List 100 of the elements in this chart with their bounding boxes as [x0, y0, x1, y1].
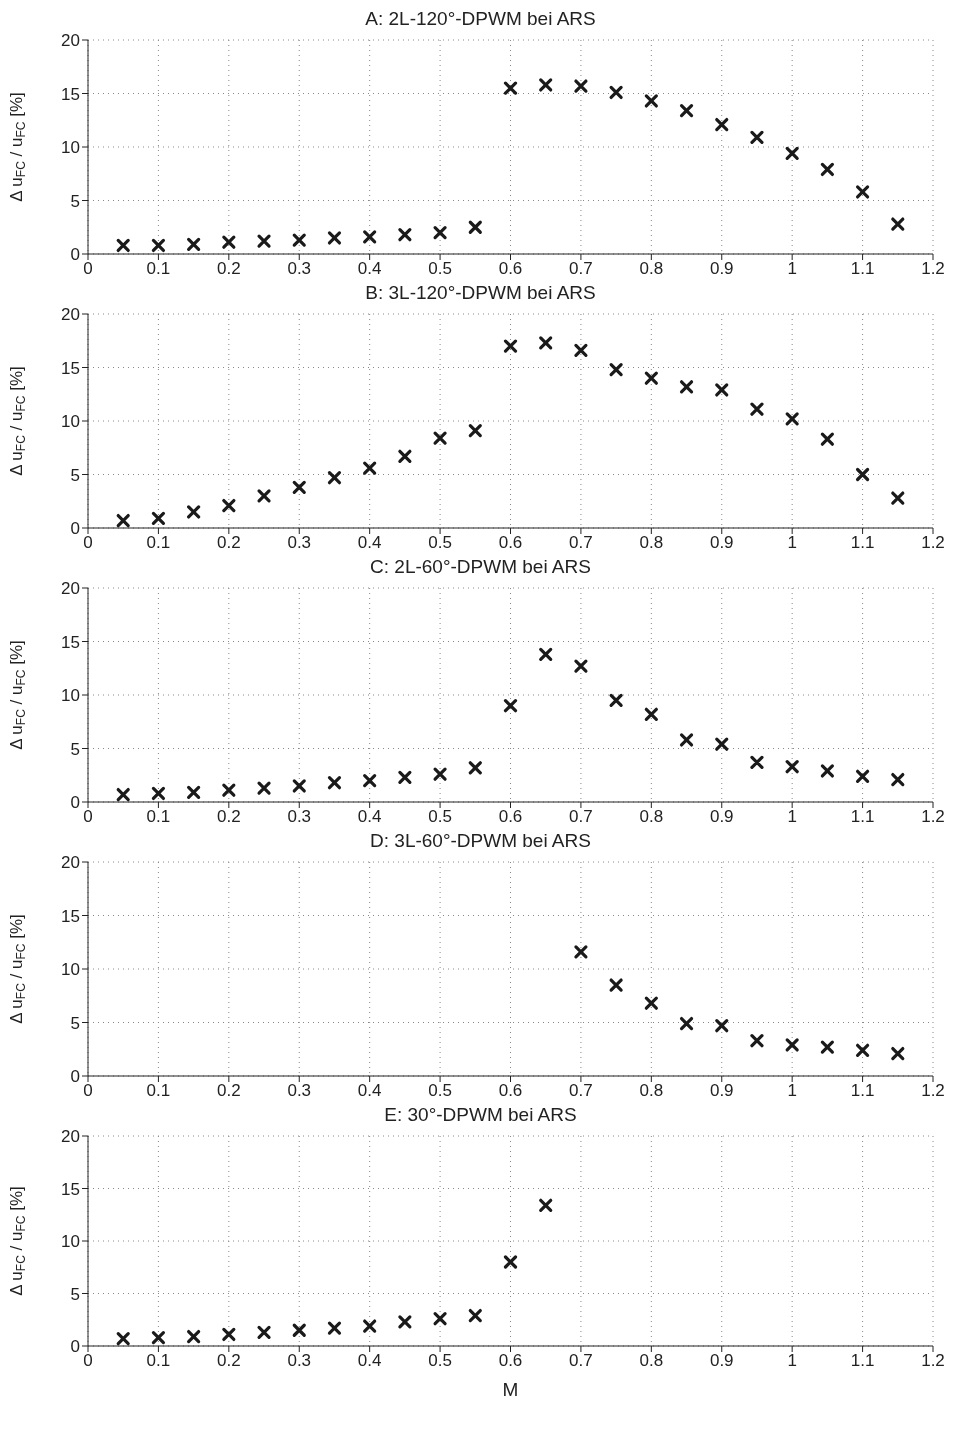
y-tick-label: 0 — [70, 245, 80, 265]
x-tick-label: 0.3 — [287, 1081, 312, 1101]
point — [116, 238, 130, 253]
point — [855, 1043, 870, 1057]
y-tick-label: 5 — [70, 465, 80, 485]
point — [363, 461, 377, 475]
x-tick-label: 0.2 — [217, 1351, 241, 1371]
point — [715, 117, 729, 132]
x-tick-label: 0.2 — [217, 259, 241, 279]
y-tick-label: 10 — [61, 412, 80, 432]
point — [679, 1016, 694, 1031]
x-tick-label: 1.1 — [850, 259, 875, 279]
point — [820, 162, 834, 177]
point — [257, 1325, 271, 1339]
x-tick-label: 0.1 — [146, 1081, 171, 1101]
x-tick-label: 0.9 — [709, 1081, 734, 1101]
point — [116, 1332, 130, 1346]
x-tick-label: 0 — [83, 1351, 93, 1371]
point — [292, 1323, 306, 1337]
point — [750, 755, 764, 770]
y-tick-label: 10 — [61, 686, 80, 706]
point — [644, 94, 658, 108]
y-tick-label: 10 — [61, 138, 80, 158]
y-tick-label: 10 — [61, 960, 80, 980]
x-tick-label: 0.8 — [639, 1081, 664, 1101]
x-tick-label: 0.8 — [639, 1351, 664, 1371]
x-tick-label: 0.7 — [569, 807, 593, 827]
point — [539, 336, 553, 350]
x-tick-label: 0.7 — [569, 259, 593, 279]
point — [855, 185, 870, 199]
x-tick-label: 0.8 — [639, 807, 664, 827]
x-tick-label: 0.1 — [146, 1351, 171, 1371]
point — [750, 402, 764, 416]
x-tick-label: 1.2 — [921, 1351, 945, 1371]
point — [679, 380, 694, 394]
point — [327, 1321, 342, 1335]
point — [574, 945, 588, 959]
point — [785, 412, 799, 426]
x-tick-label: 0.9 — [709, 533, 734, 553]
point — [750, 130, 764, 144]
x-tick-label: 0.1 — [146, 259, 171, 279]
point — [891, 217, 905, 231]
point — [398, 1315, 412, 1329]
x-tick-label: 0.6 — [498, 533, 523, 553]
point — [715, 737, 729, 751]
point — [785, 760, 799, 774]
x-tick-label: 0.4 — [357, 1351, 382, 1371]
chart-title: A: 2L-120°-DPWM bei ARS — [364, 8, 597, 31]
x-tick-label: 0.2 — [217, 807, 241, 827]
x-tick-label: 1.2 — [921, 807, 945, 827]
x-tick-label: 0.1 — [146, 807, 171, 827]
point — [292, 779, 306, 793]
point — [151, 786, 166, 801]
point — [855, 467, 870, 482]
x-tick-label: 1.1 — [850, 1081, 875, 1101]
y-tick-label: 15 — [61, 84, 80, 104]
x-tick-label: 0.1 — [146, 533, 171, 553]
point — [609, 693, 623, 707]
x-tick-label: 0.3 — [287, 259, 312, 279]
point — [116, 513, 130, 528]
point — [257, 489, 271, 503]
point — [222, 1327, 236, 1342]
point — [222, 498, 236, 513]
x-tick-label: 1 — [787, 807, 797, 827]
point — [468, 761, 482, 775]
point — [187, 237, 201, 251]
x-tick-label: 0.3 — [287, 1351, 312, 1371]
point — [609, 85, 623, 100]
x-tick-label: 0.9 — [709, 259, 734, 279]
x-tick-label: 0.7 — [569, 1351, 593, 1371]
point — [503, 1255, 518, 1269]
x-tick-label: 0.7 — [569, 1081, 593, 1101]
x-tick-label: 0 — [83, 1081, 93, 1101]
point — [891, 1046, 905, 1061]
x-tick-label: 0.8 — [639, 259, 664, 279]
point — [679, 733, 694, 747]
y-tick-label: 5 — [70, 191, 80, 211]
x-tick-label: 0.3 — [287, 533, 312, 553]
point — [715, 1019, 729, 1033]
y-tick-label: 10 — [61, 1232, 80, 1252]
point — [820, 432, 834, 446]
x-tick-label: 0.6 — [498, 1351, 523, 1371]
x-tick-label: 0.5 — [428, 807, 452, 827]
point — [327, 776, 342, 790]
y-tick-label: 15 — [61, 358, 80, 378]
x-tick-label: 0 — [83, 533, 93, 553]
x-axis-title: M — [502, 1379, 519, 1400]
point — [785, 1038, 799, 1052]
point — [574, 659, 588, 673]
x-tick-label: 1 — [787, 1081, 797, 1101]
point — [363, 230, 377, 244]
point — [468, 220, 482, 234]
x-tick-label: 0.6 — [498, 807, 523, 827]
x-tick-label: 0.2 — [217, 1081, 241, 1101]
y-tick-label: 0 — [70, 793, 80, 813]
x-tick-label: 1.1 — [850, 533, 875, 553]
y-tick-label: 5 — [70, 1013, 80, 1033]
point — [539, 647, 553, 661]
point — [151, 238, 166, 253]
x-tick-label: 0.8 — [639, 533, 664, 553]
